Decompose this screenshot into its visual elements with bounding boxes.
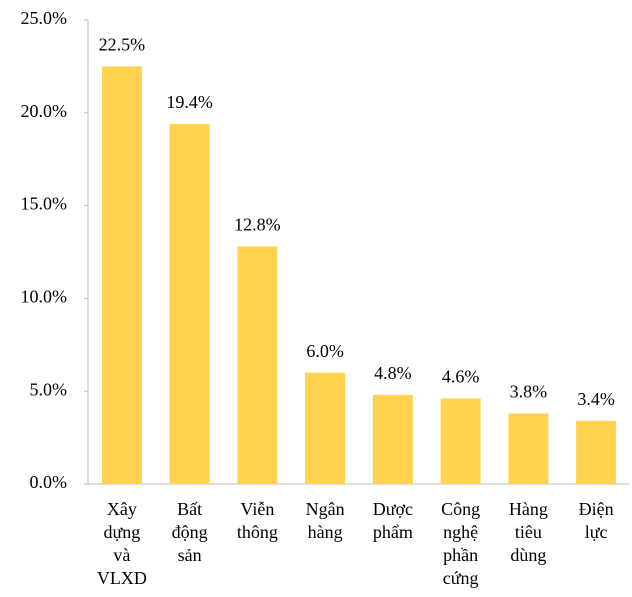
value-label: 19.4%	[166, 92, 213, 112]
y-tick-label: 0.0%	[30, 472, 68, 492]
y-tick-label: 10.0%	[21, 287, 68, 307]
bar	[372, 394, 413, 484]
bar	[101, 66, 142, 485]
x-tick-label: Xây dựng và VLXD	[97, 499, 147, 588]
y-tick-label: 5.0%	[30, 379, 68, 399]
value-label: 22.5%	[99, 35, 146, 55]
x-tick-label: Hàng tiêu dùng	[509, 499, 548, 565]
bar	[440, 398, 481, 484]
x-tick-label: Dược phẩm	[373, 499, 413, 542]
y-tick-label: 15.0%	[21, 194, 68, 214]
x-tick-label: Điện lực	[579, 499, 614, 542]
x-tick-label: Ngân hàng	[306, 499, 345, 542]
y-tick-label: 20.0%	[21, 101, 68, 121]
value-label: 12.8%	[234, 215, 281, 235]
x-tick-label: Công nghệ phần cứng	[441, 499, 480, 588]
bar	[305, 372, 346, 484]
value-label: 4.8%	[374, 363, 412, 383]
x-tick-label: Bất động sản	[172, 499, 208, 565]
value-label: 3.8%	[510, 382, 548, 402]
x-tick-label: Viễn thông	[237, 499, 278, 542]
bar	[169, 123, 210, 484]
bar	[508, 413, 549, 484]
value-label: 6.0%	[306, 341, 344, 361]
value-label: 4.6%	[442, 367, 480, 387]
bar	[237, 246, 278, 484]
bar	[576, 420, 617, 484]
value-label: 3.4%	[577, 389, 615, 409]
y-tick-label: 25.0%	[21, 8, 68, 28]
